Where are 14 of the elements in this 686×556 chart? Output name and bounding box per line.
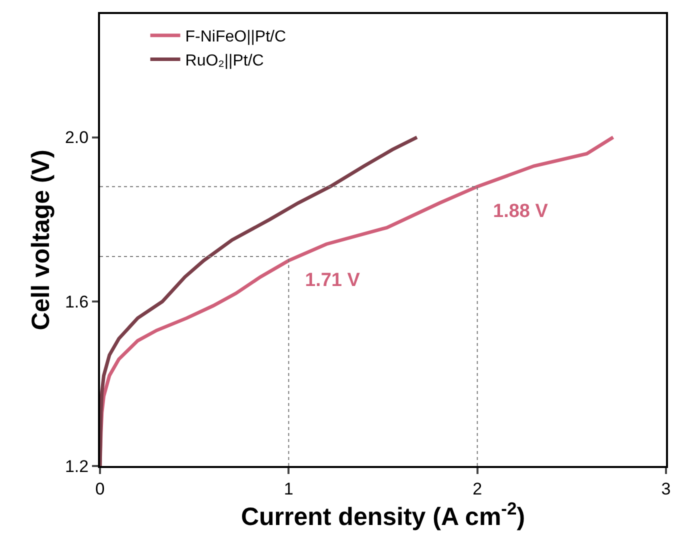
y-tick-label: 2.0 <box>64 128 89 148</box>
annotation: 1.88 V <box>493 201 548 222</box>
x-axis-title: Current density (A cm$^{-2}$) <box>240 498 526 531</box>
legend-label: RuO₂||Pt/C <box>185 52 264 70</box>
x-tick-label: 0 <box>95 479 105 498</box>
x-tick-label: 1 <box>284 479 294 498</box>
x-tick-label: 2 <box>472 479 482 498</box>
y-tick-label: 1.2 <box>64 456 89 476</box>
x-tick-label: 3 <box>661 479 671 498</box>
y-axis-title: Cell voltage (V) <box>27 150 56 330</box>
y-tick-label: 1.6 <box>64 292 89 312</box>
annotation: 1.71 V <box>305 270 360 291</box>
line-series <box>100 136 419 466</box>
legend-label: F-NiFeO||Pt/C <box>185 28 286 46</box>
